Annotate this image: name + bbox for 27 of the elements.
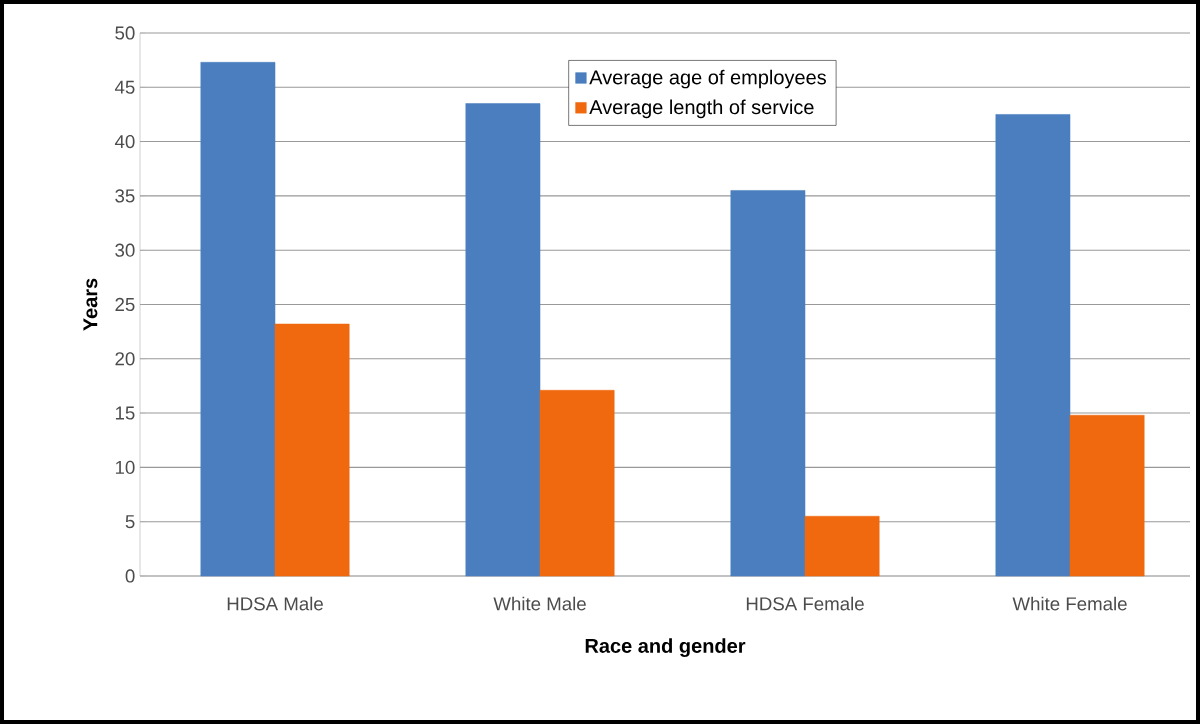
- x-tick-label: White Female: [1012, 596, 1127, 611]
- legend-label: Average length of service: [589, 99, 814, 119]
- bar: [539, 390, 615, 577]
- y-tick-label: 40: [114, 134, 135, 149]
- y-tick-label: 25: [115, 297, 135, 312]
- y-tick-label: 30: [115, 243, 135, 257]
- y-tick-label: 0: [125, 569, 135, 583]
- legend-label: Average age of employees: [589, 69, 826, 89]
- x-tick-label: White Male: [493, 596, 586, 611]
- bar: [730, 190, 806, 577]
- bar: [200, 62, 276, 577]
- bar: [274, 323, 350, 577]
- y-axis-title: Years: [83, 278, 98, 331]
- x-tick-label: HDSA Female: [746, 596, 864, 611]
- y-tick-label: 10: [115, 460, 135, 474]
- bar: [804, 515, 880, 577]
- y-tick-label: 45: [114, 80, 135, 94]
- y-tick-label: 20: [115, 352, 135, 366]
- x-axis-title: Race and gender: [585, 638, 746, 657]
- y-tick-label: 35: [115, 189, 135, 203]
- x-tick-label: HDSA Male: [227, 596, 323, 611]
- bar: [1069, 414, 1145, 577]
- y-tick-label: 15: [115, 406, 135, 420]
- y-tick-label: 5: [125, 515, 135, 529]
- y-tick-label: 50: [115, 26, 135, 40]
- bar: [995, 114, 1071, 577]
- bar: [465, 103, 541, 577]
